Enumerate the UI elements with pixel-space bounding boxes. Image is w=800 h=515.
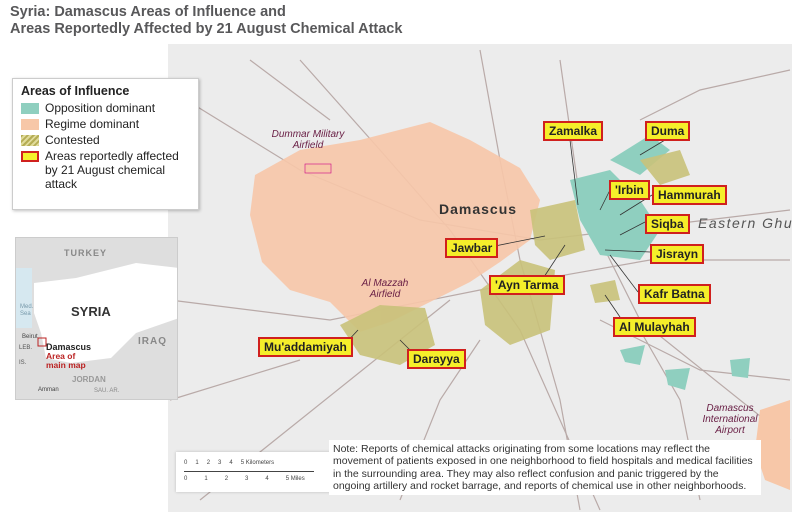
- region-label: Eastern Ghutah: [698, 215, 792, 231]
- tag-jawbar: Jawbar: [445, 238, 499, 258]
- locator-inset: TURKEY SYRIA IRAQ JORDAN LEB. IS. SAU. A…: [15, 237, 178, 400]
- tag-al-mulayhah: Al Mulayhah: [613, 317, 696, 337]
- tag-irbin: 'Irbin: [609, 180, 650, 200]
- tag-kafr-batna: Kafr Batna: [638, 284, 711, 304]
- legend-opposition: Opposition dominant: [21, 101, 190, 115]
- note-text: Note: Reports of chemical attacks origin…: [329, 440, 761, 496]
- airport-label: Damascus International Airport: [702, 403, 758, 436]
- tag-hammurah: Hammurah: [652, 185, 727, 205]
- tag-darayya: Darayya: [407, 349, 466, 369]
- dummar-airfield: [304, 163, 332, 174]
- airfield-label-dummar: Dummar Military Airfield: [271, 129, 345, 151]
- airfield-label-mazzah: Al Mazzah Airfield: [361, 278, 409, 300]
- tag-siqba: Siqba: [645, 214, 690, 234]
- tag-duma: Duma: [645, 121, 691, 141]
- city-label-damascus: Damascus: [439, 201, 517, 217]
- tag-jisrayn: Jisrayn: [650, 244, 705, 264]
- map-title: Syria: Damascus Areas of Influence and Ar…: [10, 4, 403, 37]
- tag-muaddamiyah: Mu'addamiyah: [258, 337, 353, 357]
- tag-ayn-tarma: 'Ayn Tarma: [489, 275, 565, 295]
- legend-contested: Contested: [21, 133, 190, 147]
- tag-zamalka: Zamalka: [543, 121, 604, 141]
- legend-affected: Areas reportedly affected by 21 August c…: [21, 149, 190, 191]
- regime-area-airport: [755, 400, 790, 490]
- legend: Areas of Influence Opposition dominant R…: [12, 78, 199, 210]
- opposition-areas: [570, 135, 750, 390]
- regime-area: [250, 122, 540, 332]
- legend-regime: Regime dominant: [21, 117, 190, 131]
